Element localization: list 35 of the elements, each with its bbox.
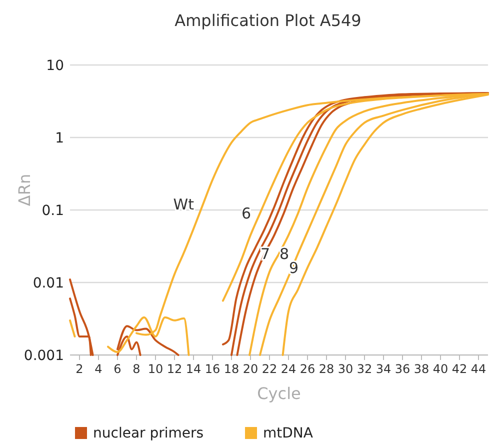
legend-label: mtDNA xyxy=(263,426,314,442)
x-tick-label: 20 xyxy=(242,362,258,376)
x-tick-label: 40 xyxy=(432,362,448,376)
annotation: Wt xyxy=(173,196,194,214)
x-tick-label: 38 xyxy=(414,362,430,376)
x-tick-label: 24 xyxy=(280,362,296,376)
x-tick-label: 16 xyxy=(204,362,220,376)
y-tick-label: 0.001 xyxy=(24,348,64,364)
x-tick-label: 14 xyxy=(186,362,202,376)
annotation: 8 xyxy=(279,244,289,263)
y-tick-label: 0.01 xyxy=(32,275,64,292)
x-tick-label: 2 xyxy=(76,362,84,376)
x-tick-label: 42 xyxy=(452,362,468,376)
y-tick-label: 1 xyxy=(55,130,64,146)
x-tick-label: 10 xyxy=(148,362,164,376)
x-tick-label: 6 xyxy=(114,362,122,376)
x-tick-label: 18 xyxy=(224,362,240,376)
x-tick-label: 28 xyxy=(318,362,334,376)
legend-label: nuclear primers xyxy=(93,426,204,442)
x-tick-label: 32 xyxy=(356,362,372,376)
y-tick-label: 0.1 xyxy=(42,202,64,219)
x-tick-label: 22 xyxy=(262,362,278,376)
x-tick-label: 4 xyxy=(94,362,102,376)
x-tick-label: 12 xyxy=(166,362,182,376)
annotation: 6 xyxy=(241,204,251,223)
y-tick-label: 10 xyxy=(46,58,64,74)
x-axis-title: Cycle xyxy=(257,384,301,403)
x-tick-label: 26 xyxy=(300,362,316,376)
x-tick-label: 36 xyxy=(394,362,410,376)
y-axis-title: ΔRn xyxy=(15,174,34,206)
x-tick-label: 44 xyxy=(470,362,486,376)
chart-title: Amplification Plot A549 xyxy=(174,11,362,30)
x-tick-label: 30 xyxy=(338,362,354,376)
x-tick-label: 8 xyxy=(132,362,140,376)
x-tick-label: 34 xyxy=(376,362,392,376)
